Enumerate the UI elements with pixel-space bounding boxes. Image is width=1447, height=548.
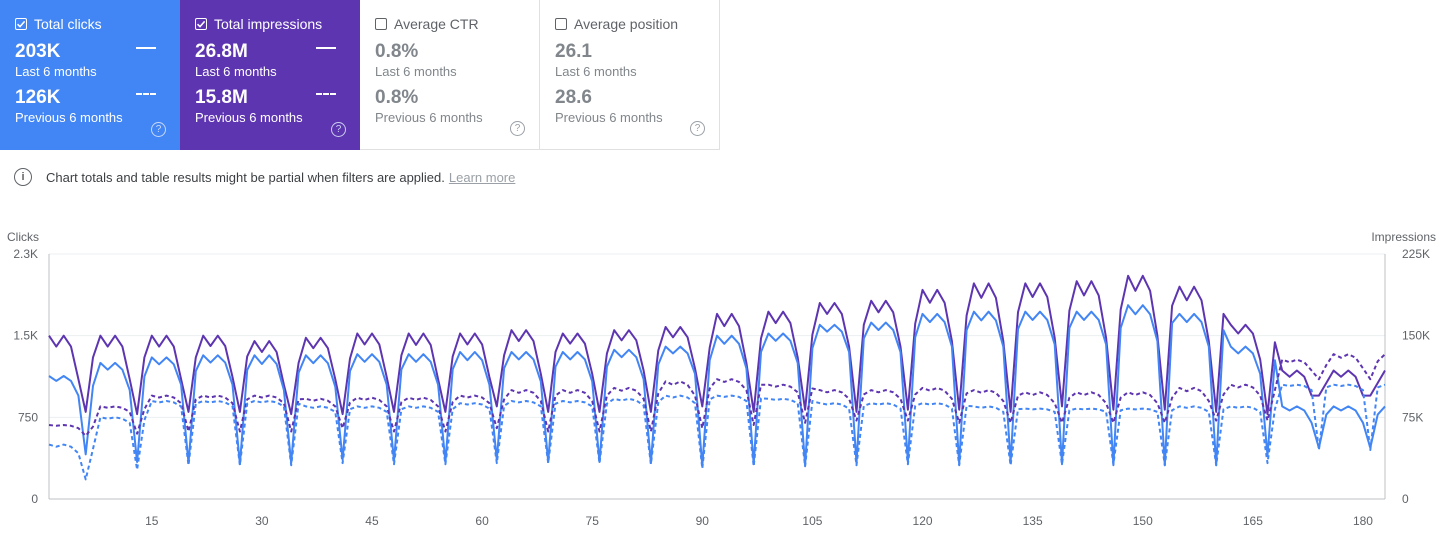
total-impressions-header[interactable]: Total impressions [195,16,322,32]
average-ctr-header[interactable]: Average CTR [375,16,479,32]
x-tick-label: 60 [475,514,489,528]
total-clicks-previous-value: 126K [15,87,61,108]
total-impressions-checkbox[interactable] [195,18,207,30]
solid-line-swatch [136,47,156,49]
total-clicks-label: Total clicks [34,16,102,32]
total-clicks-header[interactable]: Total clicks [15,16,102,32]
help-icon[interactable]: ? [510,121,525,136]
y-right-axis-ticks: 0 75K 150K 225K [1402,247,1430,506]
average-position-current-period: Last 6 months [555,64,637,79]
help-icon[interactable]: ? [690,121,705,136]
average-ctr-label: Average CTR [394,16,479,32]
total-clicks-previous-period: Previous 6 months [15,110,123,125]
x-tick-label: 135 [1023,514,1043,528]
filter-notice: i Chart totals and table results might b… [14,168,515,186]
series-lines [48,274,1386,481]
checkmark-icon [16,20,26,28]
performance-line-chart: Clicks Impressions 0 750 1.5K 2.3K 0 75K 150K… [7,230,1436,528]
info-icon: i [14,168,32,186]
dashed-line-swatch [136,93,156,95]
average-position-previous-period: Previous 6 months [555,110,663,125]
y-left-axis-ticks: 0 750 1.5K 2.3K [13,247,38,506]
total-clicks-card[interactable]: Total clicks 203K Last 6 months 126K Pre… [0,0,180,150]
help-icon[interactable]: ? [151,122,166,137]
y-left-tick-label: 1.5K [13,329,38,343]
x-tick-label: 30 [255,514,269,528]
average-ctr-card[interactable]: Average CTR 0.8% Last 6 months 0.8% Prev… [360,0,540,150]
filter-notice-text: Chart totals and table results might be … [46,169,445,185]
total-clicks-current-period: Last 6 months [15,64,97,79]
x-tick-label: 165 [1243,514,1263,528]
y-right-axis-title: Impressions [1371,230,1436,244]
total-impressions-current-period: Last 6 months [195,64,277,79]
average-ctr-current-period: Last 6 months [375,64,457,79]
x-axis-ticks: 15 30 45 60 75 90 105 120 135 150 165 180 [145,514,1373,528]
x-tick-label: 45 [365,514,379,528]
series-line-0 [48,274,1386,416]
x-tick-label: 105 [802,514,822,528]
total-impressions-previous-period: Previous 6 months [195,110,303,125]
average-ctr-checkbox[interactable] [375,18,387,30]
gridlines [48,253,1386,500]
y-right-tick-label: 75K [1402,410,1423,424]
total-impressions-card[interactable]: Total impressions 26.8M Last 6 months 15… [180,0,360,150]
average-ctr-previous-period: Previous 6 months [375,110,483,125]
metric-cards: Total clicks 203K Last 6 months 126K Pre… [0,0,720,150]
dashed-line-swatch [316,93,336,95]
y-right-tick-label: 150K [1402,329,1430,343]
total-impressions-label: Total impressions [214,16,323,32]
x-tick-label: 90 [696,514,710,528]
average-ctr-previous-value: 0.8% [375,87,419,108]
x-tick-label: 120 [913,514,933,528]
average-position-header[interactable]: Average position [555,16,678,32]
solid-line-swatch [316,47,336,49]
average-ctr-current-value: 0.8% [375,41,419,62]
series-line-3 [48,383,1386,481]
help-icon[interactable]: ? [331,122,346,137]
total-impressions-previous-value: 15.8M [195,87,248,108]
x-tick-label: 180 [1353,514,1373,528]
learn-more-link[interactable]: Learn more [448,169,516,185]
y-right-tick-label: 0 [1402,492,1409,506]
x-tick-label: 150 [1133,514,1153,528]
x-tick-label: 75 [586,514,600,528]
average-position-label: Average position [574,16,679,32]
average-position-checkbox[interactable] [555,18,567,30]
total-impressions-current-value: 26.8M [195,41,248,62]
y-left-tick-label: 0 [31,492,38,506]
series-line-1 [48,304,1386,468]
average-position-previous-value: 28.6 [555,87,592,108]
average-position-card[interactable]: Average position 26.1 Last 6 months 28.6… [540,0,720,150]
series-line-2 [48,353,1386,437]
y-right-tick-label: 225K [1402,247,1430,261]
average-position-current-value: 26.1 [555,41,592,62]
total-clicks-current-value: 203K [15,41,61,62]
y-left-axis-title: Clicks [7,230,39,244]
total-clicks-checkbox[interactable] [15,18,27,30]
y-left-tick-label: 2.3K [13,247,38,261]
y-left-tick-label: 750 [18,410,38,424]
checkmark-icon [196,20,206,28]
x-tick-label: 15 [145,514,159,528]
